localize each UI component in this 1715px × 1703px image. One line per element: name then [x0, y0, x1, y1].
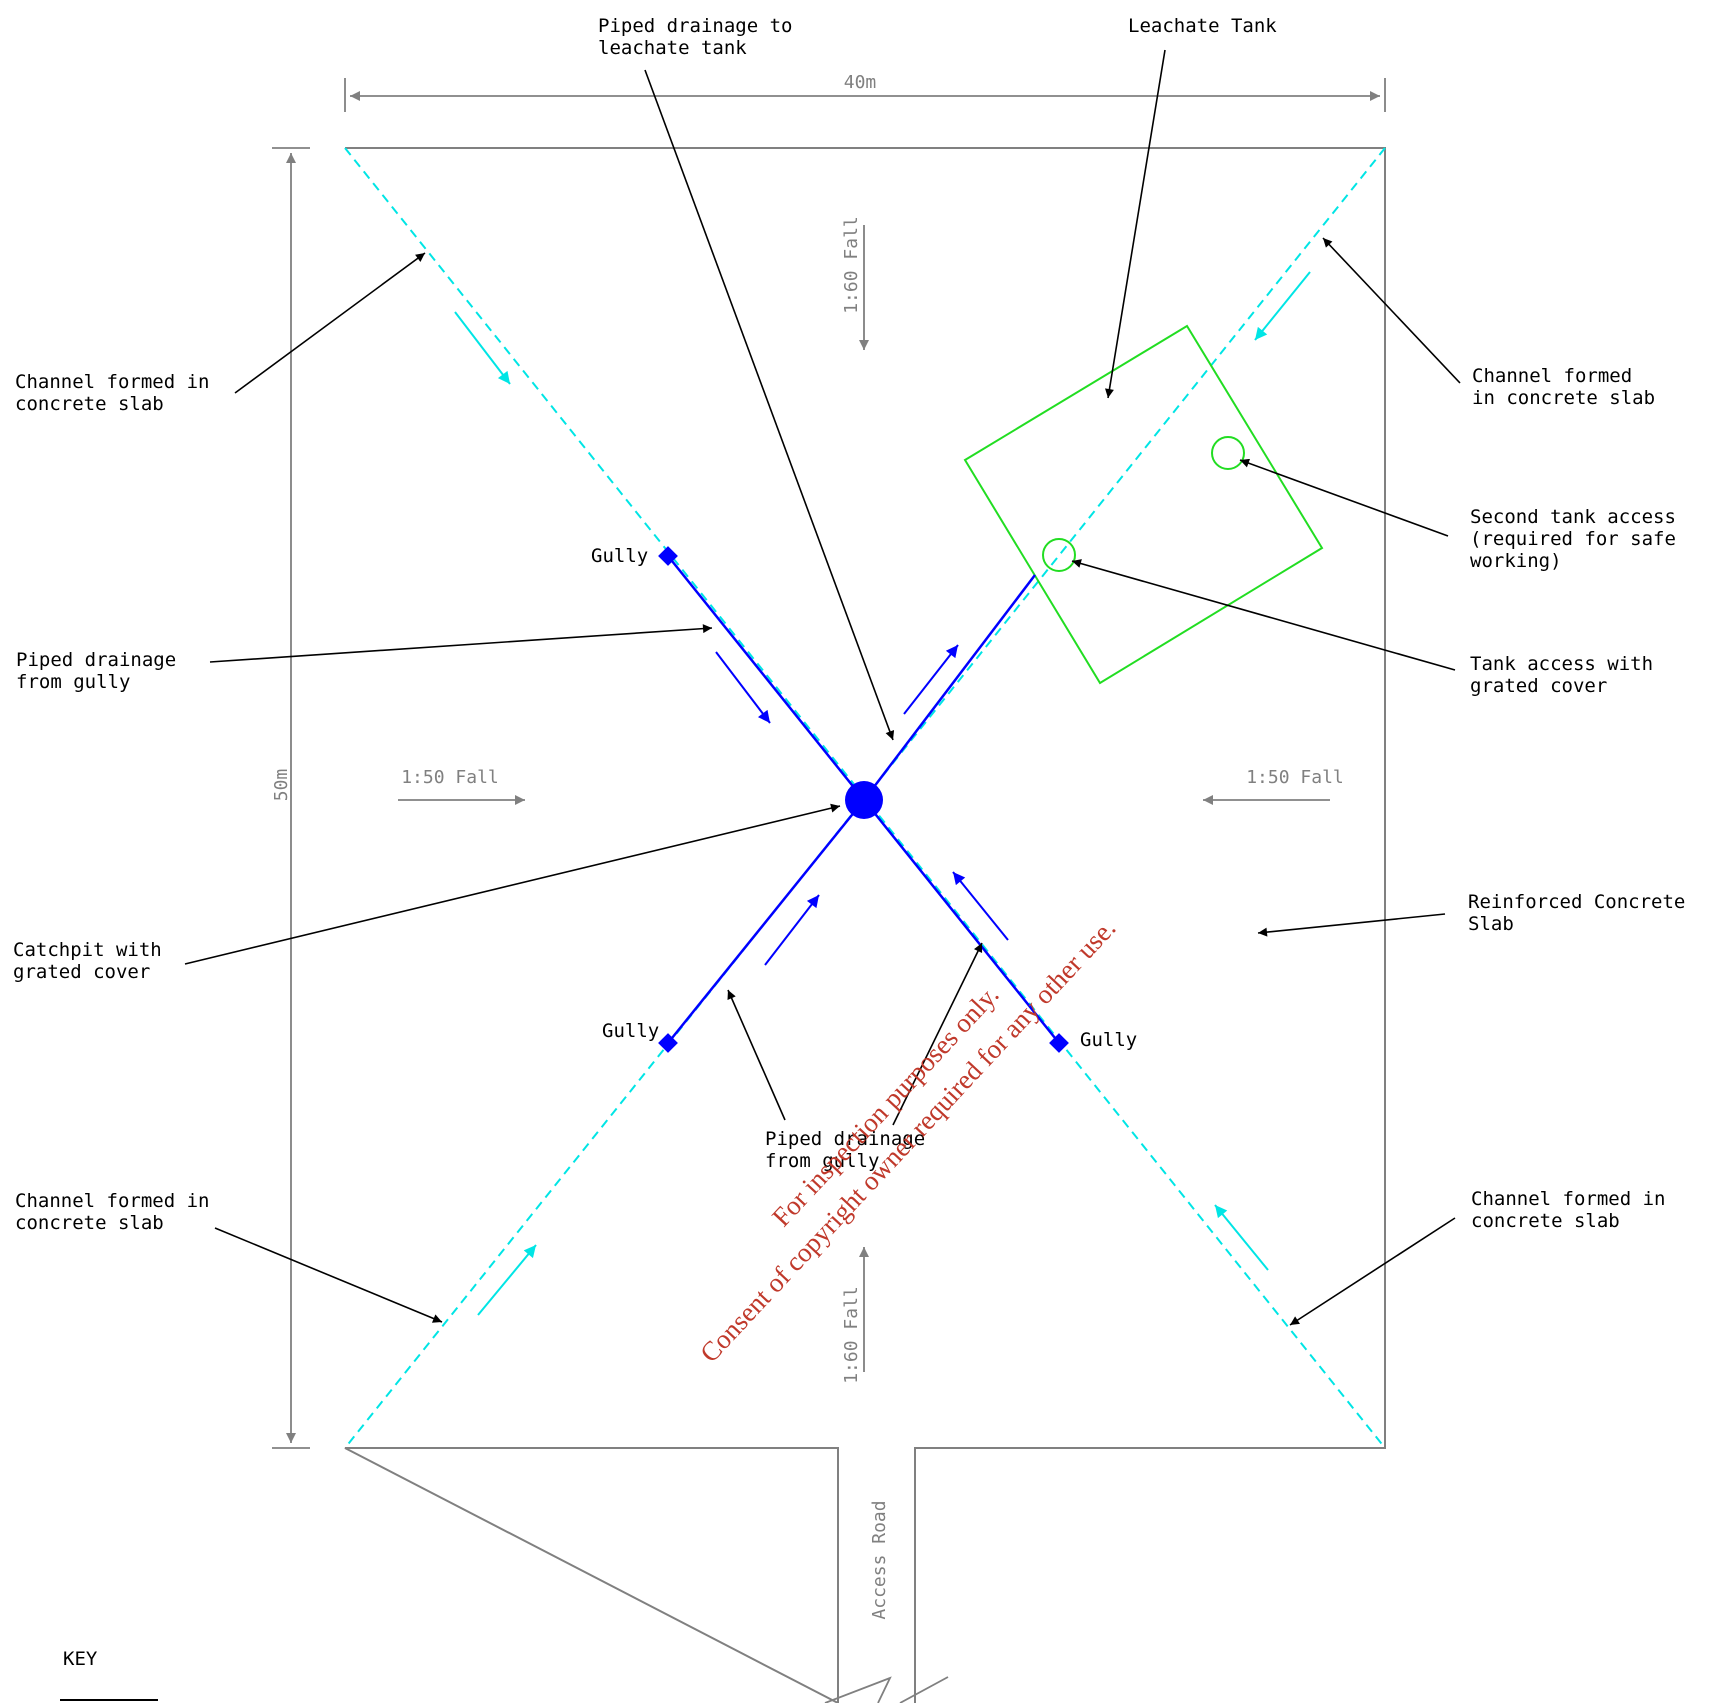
pipe-to-tank [863, 574, 1036, 801]
label-line: working) [1470, 550, 1562, 572]
pipe-flow-arrow-right [952, 871, 1009, 941]
key-title: KEY [63, 1648, 98, 1670]
leader-piped-from-gully-bottom-b [892, 942, 983, 1126]
label-line: Second tank access [1470, 506, 1676, 528]
leader-channel-bottom-right [1289, 1217, 1456, 1326]
label-line: Channel formed in [15, 1190, 209, 1212]
label-line: in concrete slab [1472, 387, 1655, 409]
leachate-tank [963, 324, 1324, 685]
pipe-gully-left [667, 799, 865, 1044]
label-line: Channel formed [1472, 365, 1632, 387]
access-road-break [824, 1676, 949, 1703]
leader-piped-from-gully-left [209, 624, 713, 663]
tank-access-grated-cover [1042, 538, 1076, 572]
gully-top [658, 546, 678, 566]
fall-label-top: 1:60 Fall [841, 216, 862, 314]
fall-label-left: 1:50 Fall [401, 767, 499, 788]
label-line: concrete slab [15, 393, 164, 415]
label-gully-left: Gully [602, 1020, 659, 1042]
pipe-flow-arrow-top [715, 651, 771, 724]
pipe-flow-arrow-tank [903, 644, 959, 715]
width-dimension: 40m [344, 72, 1386, 112]
leader-catchpit [184, 803, 841, 965]
watermark-line-1: For inspection purposes only. [766, 979, 1005, 1232]
label-line: Reinforced Concrete [1468, 891, 1685, 913]
label-channel-top-right: Channel formed in concrete slab [1472, 365, 1655, 409]
label-gully-right: Gully [1080, 1029, 1137, 1051]
gully-left [658, 1033, 678, 1053]
label-line: Channel formed in [15, 371, 209, 393]
label-line: Piped drainage [16, 649, 176, 671]
label-second-access: Second tank access (required for safe work… [1470, 506, 1676, 572]
slab-outline [344, 147, 1386, 1703]
fall-arrow-left: 1:50 Fall [398, 767, 525, 805]
leader-piped-from-gully-bottom-a [727, 989, 786, 1121]
label-line: Leachate Tank [1128, 15, 1277, 37]
label-channel-bottom-left: Channel formed in concrete slab [15, 1190, 209, 1234]
label-line: (required for safe [1470, 528, 1676, 550]
height-label: 50m [271, 769, 292, 802]
label-line: Piped drainage to [598, 15, 792, 37]
label-line: Channel formed in [1471, 1188, 1665, 1210]
label-gully-top: Gully [591, 545, 648, 567]
label-line: Tank access with [1470, 653, 1653, 675]
label-line: Slab [1468, 913, 1514, 935]
label-piped-from-gully-left: Piped drainage from gully [16, 649, 176, 693]
fall-arrow-right: 1:50 Fall [1203, 767, 1344, 805]
leader-tank-access [1071, 559, 1456, 671]
label-line: Piped drainage [765, 1128, 925, 1150]
pipe-flow-arrow-left [764, 894, 820, 966]
leader-channel-top-right [1322, 237, 1461, 384]
leader-piped-to-tank [644, 69, 895, 741]
fall-arrow-top: 1:60 Fall [841, 216, 869, 350]
catchpit [845, 781, 883, 819]
leader-leachate-tank [1105, 49, 1166, 399]
label-catchpit: Catchpit with grated cover [13, 939, 162, 983]
width-label: 40m [844, 72, 877, 93]
channel-flow-arrow-tr [1254, 271, 1311, 341]
fall-label-right: 1:50 Fall [1246, 767, 1344, 788]
label-line: from gully [16, 671, 130, 693]
pipe-gully-top [667, 555, 865, 801]
label-line: from gully [765, 1150, 879, 1172]
label-line: leachate tank [598, 37, 747, 59]
leader-second-access [1239, 458, 1449, 537]
channel-flow-arrow-br [1214, 1204, 1269, 1271]
channel-flow-arrow-bl [477, 1244, 537, 1316]
fall-arrow-bottom: 1:60 Fall [841, 1247, 869, 1384]
watermark-line-2: Consent of copyright owner required for … [694, 913, 1121, 1368]
label-piped-from-gully-bottom: Piped drainage from gully [765, 1128, 925, 1172]
leader-reinforced-slab [1257, 913, 1446, 937]
second-tank-access [1211, 436, 1245, 470]
label-channel-top-left: Channel formed in concrete slab [15, 371, 209, 415]
gully-right [1049, 1033, 1069, 1053]
channel-flow-arrow-tl [454, 311, 511, 385]
fall-label-bottom: 1:60 Fall [841, 1286, 862, 1384]
label-line: grated cover [1470, 675, 1607, 697]
label-reinforced-slab: Reinforced Concrete Slab [1468, 891, 1685, 935]
label-line: grated cover [13, 961, 150, 983]
label-piped-to-tank: Piped drainage to leachate tank [598, 15, 792, 59]
label-tank-access: Tank access with grated cover [1470, 653, 1653, 697]
leader-channel-bottom-left [214, 1227, 443, 1323]
leader-channel-top-left [234, 252, 426, 394]
label-line: concrete slab [1471, 1210, 1620, 1232]
watermark: For inspection purposes only. Consent of… [694, 913, 1121, 1368]
label-line: concrete slab [15, 1212, 164, 1234]
label-leachate-tank: Leachate Tank [1128, 15, 1277, 37]
label-line: Catchpit with [13, 939, 162, 961]
pipe-gully-right [863, 799, 1060, 1044]
label-channel-bottom-right: Channel formed in concrete slab [1471, 1188, 1665, 1232]
height-dimension: 50m [271, 147, 310, 1449]
label-access-road: Access Road [869, 1500, 890, 1619]
